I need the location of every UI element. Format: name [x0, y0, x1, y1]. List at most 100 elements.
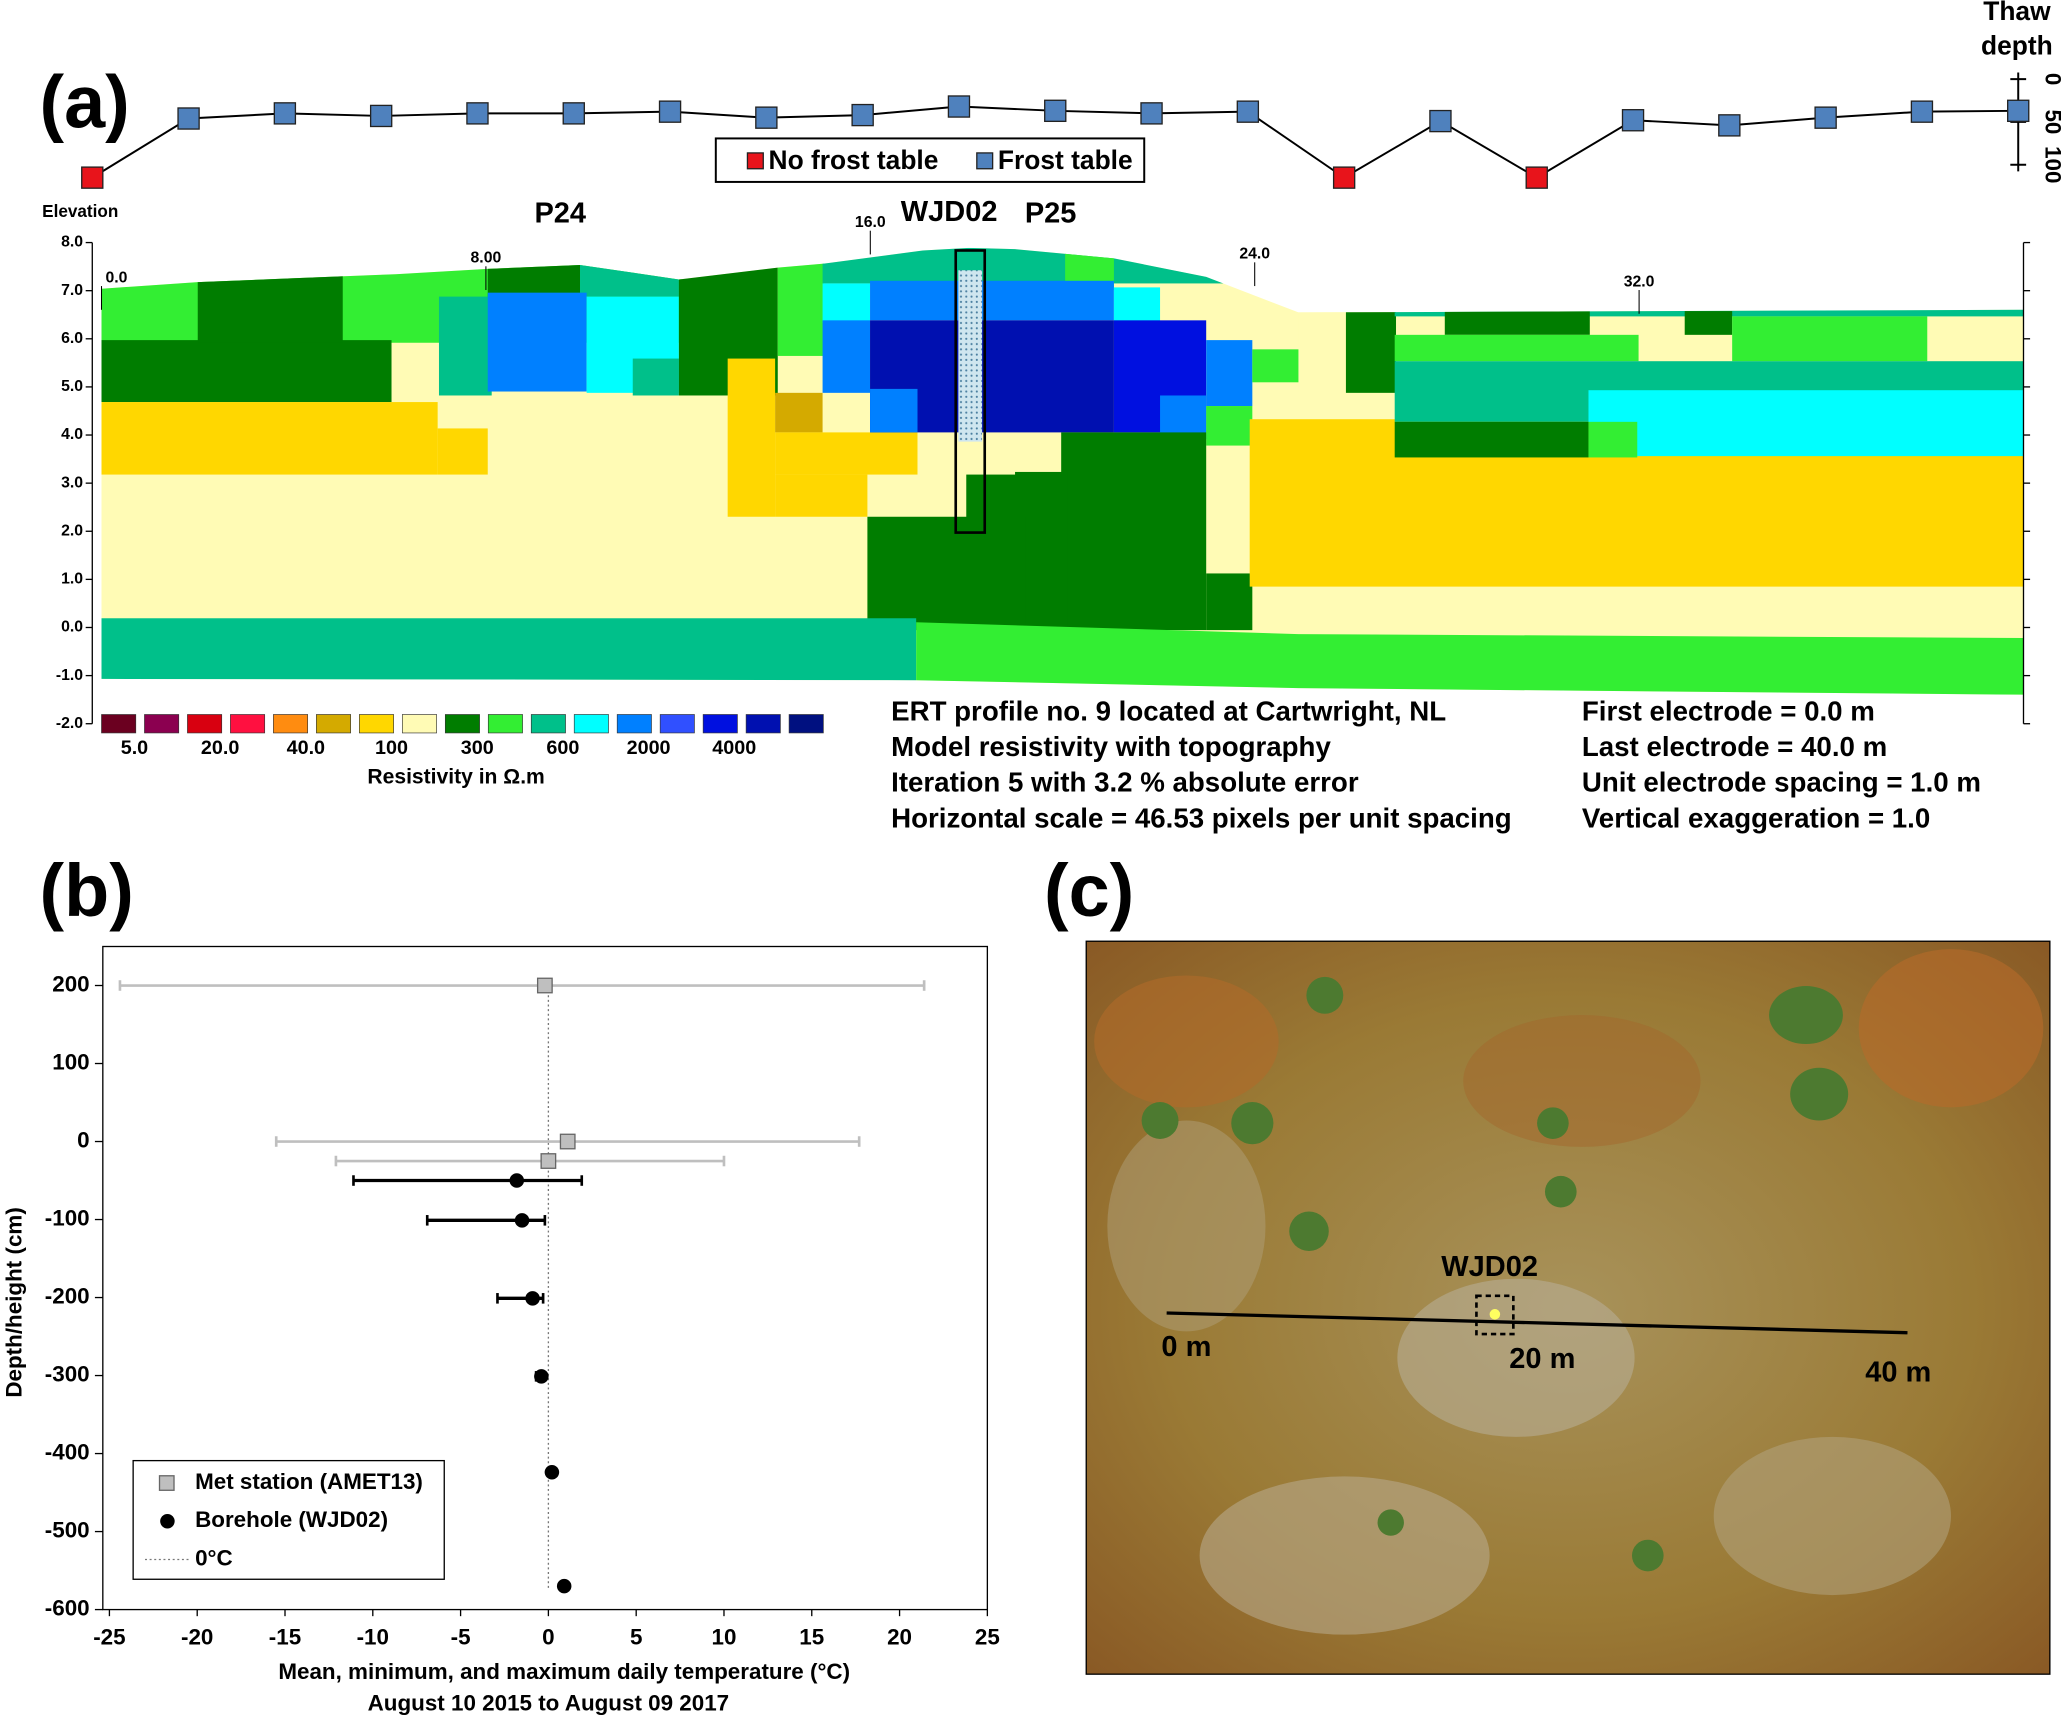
photo-label: WJD02 — [1441, 1251, 1538, 1283]
colorbar-swatch — [487, 714, 523, 734]
legend-swatch — [160, 1514, 175, 1529]
marker — [1910, 100, 1934, 123]
colorbar-title: Resistivity in Ω.m — [367, 765, 544, 788]
panel-label: (b) — [40, 849, 134, 932]
marker — [556, 1578, 572, 1594]
y-tick-label: -300 — [45, 1361, 90, 1386]
legend-swatch — [976, 152, 994, 170]
info-text: Vertical exaggeration = 1.0 — [1582, 802, 1930, 833]
marker — [2007, 99, 2030, 123]
y-tick-label: 7.0 — [61, 282, 83, 299]
y-tick-label: -1.0 — [56, 667, 83, 684]
x-tick-label: 10 — [712, 1625, 737, 1650]
marker — [755, 106, 778, 129]
x-tick-label: -15 — [269, 1625, 301, 1650]
x-tick-label: 20 — [887, 1625, 912, 1650]
legend-swatch — [746, 152, 764, 170]
colorbar-swatch — [359, 714, 394, 734]
y-tick-label: 0 — [77, 1127, 89, 1152]
x-tick-label: 32.0 — [1624, 273, 1655, 290]
x-tick-label: 0.0 — [105, 269, 127, 286]
colorbar-swatch — [401, 714, 437, 734]
colorbar-swatch — [745, 714, 781, 734]
info-text: Model resistivity with topography — [891, 731, 1331, 762]
legend-box — [132, 1459, 445, 1580]
marker — [851, 103, 874, 127]
colorbar-swatch — [788, 714, 824, 734]
colorbar-label: 2000 — [627, 737, 671, 759]
legend-label: Borehole (WJD02) — [195, 1507, 388, 1532]
marker — [369, 104, 393, 128]
y-tick-label: 100 — [2040, 146, 2065, 183]
y-tick-label: -100 — [45, 1205, 90, 1230]
y-tick-label: -200 — [45, 1283, 90, 1308]
colorbar-label: 300 — [461, 737, 494, 759]
info-text: ERT profile no. 9 located at Cartwright,… — [891, 695, 1446, 726]
marker — [1429, 109, 1452, 133]
annotation: WJD02 — [901, 196, 998, 228]
y-tick-label: 0.0 — [61, 619, 83, 636]
colorbar-swatch — [616, 714, 652, 734]
marker — [1525, 166, 1548, 189]
legend-swatch — [158, 1475, 175, 1491]
info-text: Iteration 5 with 3.2 % absolute error — [891, 767, 1359, 798]
marker — [1621, 109, 1645, 132]
info-text: Last electrode = 40.0 m — [1582, 731, 1887, 762]
marker — [658, 100, 682, 123]
photo-label: 40 m — [1865, 1356, 1931, 1388]
y-tick-label: 100 — [52, 1049, 89, 1074]
info-text: Unit electrode spacing = 1.0 m — [1582, 767, 1981, 798]
colorbar-label: 100 — [375, 737, 408, 759]
plot-frame — [102, 945, 989, 1611]
photo-label: 20 m — [1509, 1343, 1575, 1375]
info-text: First electrode = 0.0 m — [1582, 695, 1875, 726]
x-tick-label: 16.0 — [855, 214, 886, 231]
colorbar-swatch — [444, 714, 480, 734]
colorbar-swatch — [316, 714, 351, 734]
colorbar-swatch — [144, 714, 180, 734]
y-tick-label: 4.0 — [61, 426, 83, 443]
axis-title: Thaw — [1983, 0, 2051, 26]
marker — [534, 1369, 549, 1384]
y-tick-label: 5.0 — [61, 378, 83, 395]
colorbar-swatch — [573, 714, 609, 734]
legend-label: No frost table — [769, 145, 939, 175]
marker — [1140, 102, 1163, 125]
colorbar-label: 4000 — [712, 737, 756, 759]
ert-section — [101, 247, 2024, 695]
panel-label: (a) — [40, 61, 130, 144]
marker — [273, 102, 297, 125]
y-tick-label: 3.0 — [61, 474, 83, 491]
aerial-photo — [1085, 940, 2051, 1675]
y-tick-label: 200 — [52, 971, 89, 996]
marker — [1236, 100, 1260, 123]
y-axis-title: Depth/height (cm) — [2, 1207, 27, 1397]
subtitle: August 10 2015 to August 09 2017 — [368, 1690, 730, 1715]
x-tick-label: -25 — [93, 1625, 125, 1650]
marker — [536, 977, 553, 994]
x-tick-label: 0 — [542, 1625, 554, 1650]
marker — [1044, 99, 1067, 123]
borehole-outline — [954, 249, 987, 534]
x-axis-title: Mean, minimum, and maximum daily tempera… — [278, 1659, 850, 1684]
colorbar-swatch — [187, 714, 223, 734]
x-tick-label: -5 — [451, 1625, 471, 1650]
marker — [509, 1173, 525, 1188]
colorbar-swatch — [273, 714, 309, 734]
x-tick-label: 24.0 — [1239, 246, 1270, 263]
y-tick-label: -400 — [45, 1439, 90, 1464]
info-text: Horizontal scale = 46.53 pixels per unit… — [891, 802, 1512, 833]
x-tick-label: 25 — [975, 1625, 1000, 1650]
marker — [544, 1465, 560, 1480]
annotation: P25 — [1025, 198, 1077, 230]
marker — [466, 102, 489, 125]
colorbar-swatch — [659, 714, 695, 734]
colorbar-label: 5.0 — [121, 737, 148, 759]
marker — [1718, 114, 1741, 137]
photo-label: 0 m — [1161, 1331, 1211, 1363]
y-tick-label: -2.0 — [56, 715, 83, 732]
colorbar-label: 40.0 — [287, 737, 325, 759]
colorbar-swatch — [101, 714, 137, 734]
